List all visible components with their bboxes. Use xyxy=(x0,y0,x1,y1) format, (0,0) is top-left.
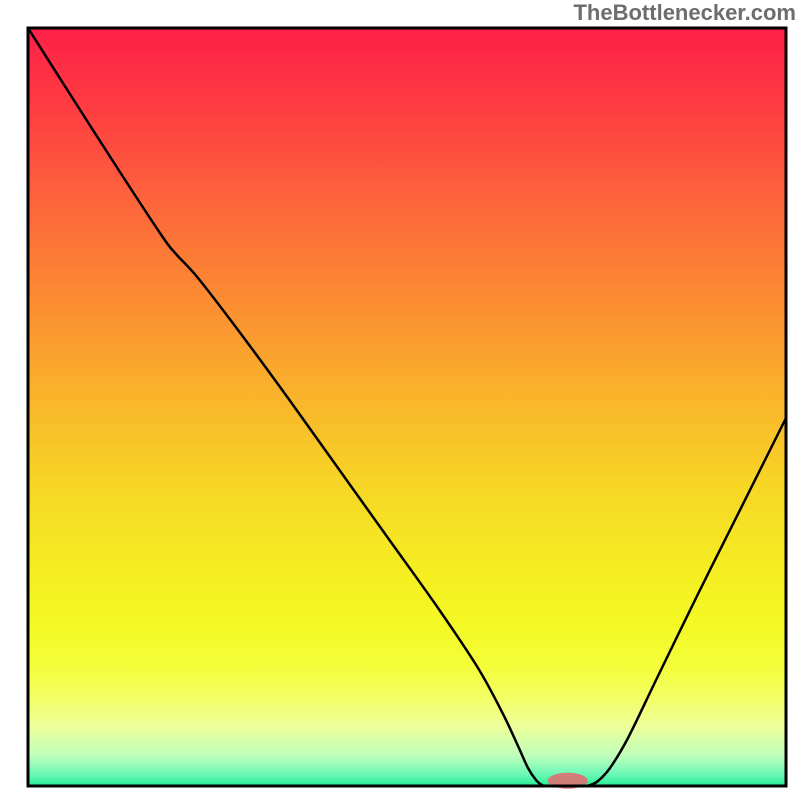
gradient-background xyxy=(28,28,786,786)
watermark-label: TheBottlenecker.com xyxy=(573,0,796,26)
chart-stage: TheBottlenecker.com xyxy=(0,0,800,800)
bottleneck-chart xyxy=(0,0,800,800)
